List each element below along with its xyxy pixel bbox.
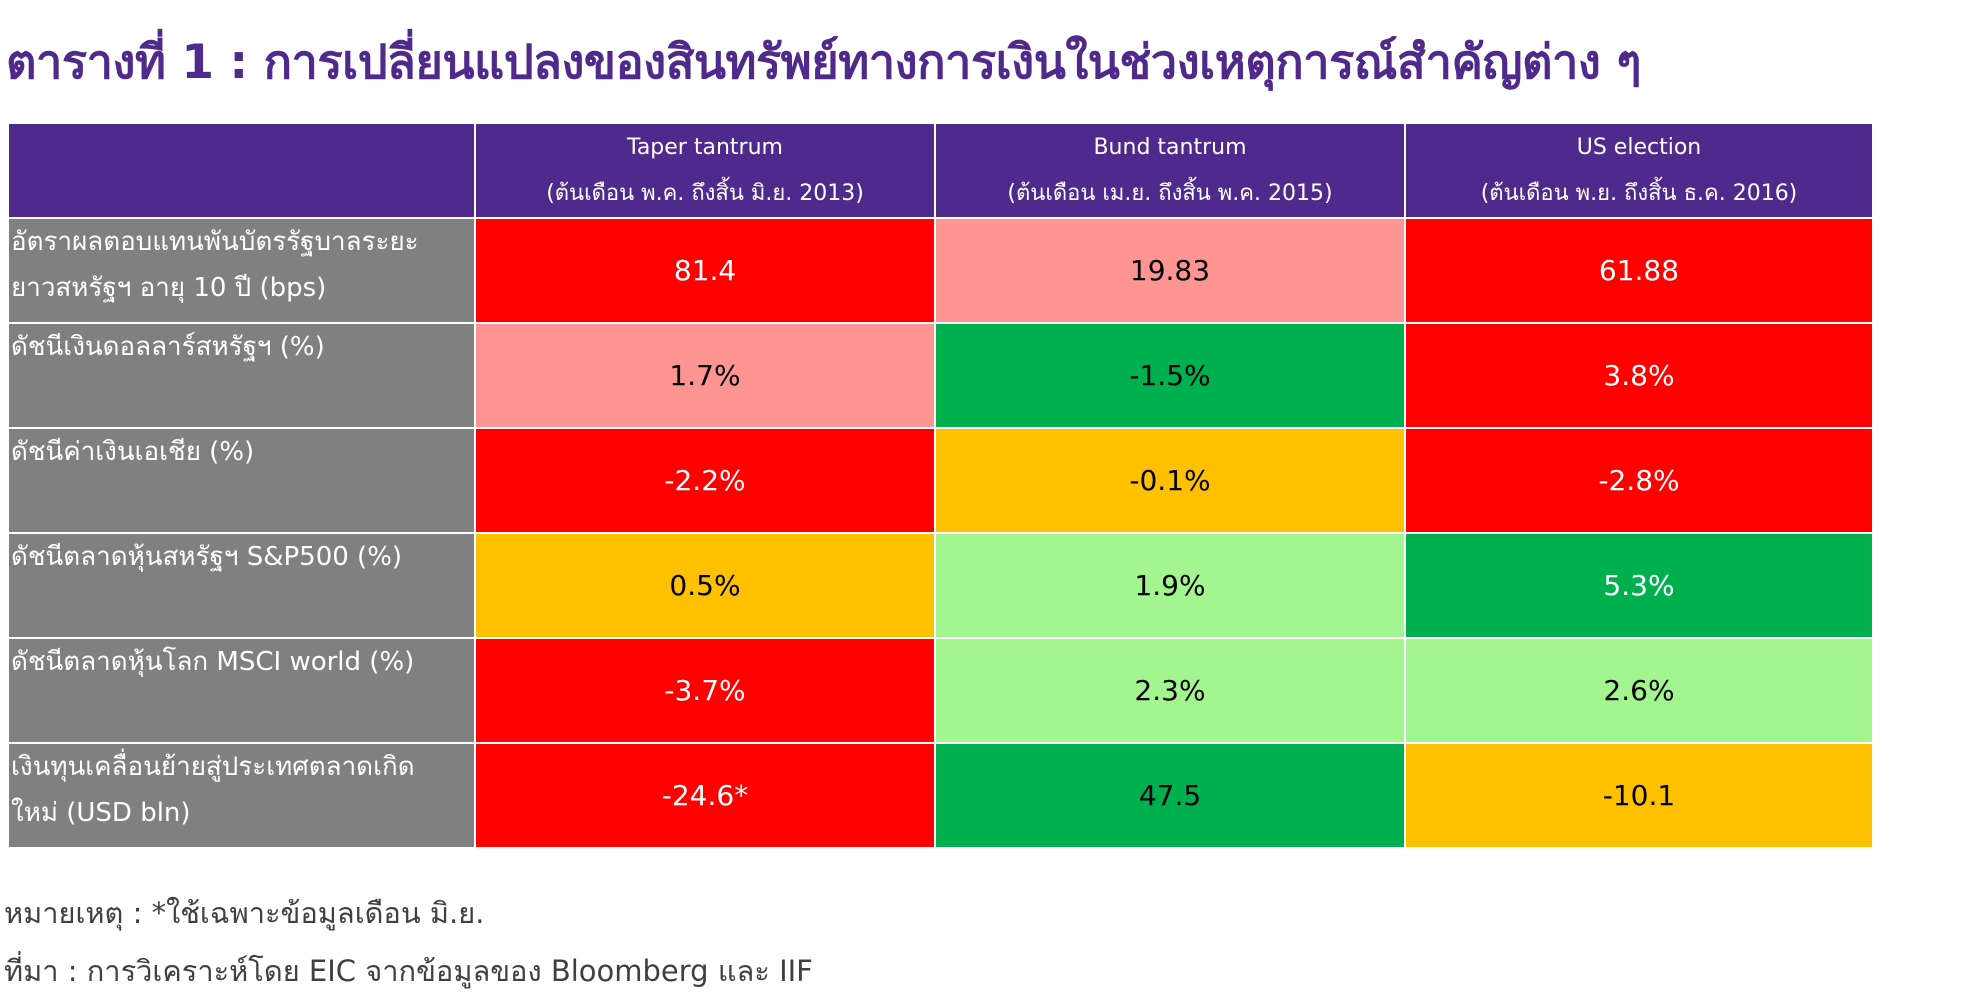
header-us-election: US election (ต้นเดือน พ.ย. ถึงสิ้น ธ.ค. … bbox=[1404, 122, 1874, 219]
row-label-line: เงินทุนเคลื่อนย้ายสู่ประเทศตลาดเกิด bbox=[11, 752, 415, 782]
financial-assets-table: Taper tantrum (ต้นเดือน พ.ค. ถึงสิ้น มิ.… bbox=[7, 122, 1874, 849]
value-cell: -10.1 bbox=[1404, 742, 1874, 849]
value-cell: 0.5% bbox=[474, 532, 936, 639]
row-label: ดัชนีตลาดหุ้นโลก MSCI world (%) bbox=[7, 637, 476, 744]
header-name: US election bbox=[1576, 134, 1702, 160]
header-name: Bund tantrum bbox=[1093, 134, 1247, 160]
table-row: ดัชนีตลาดหุ้นสหรัฐฯ S&P500 (%) 0.5% 1.9%… bbox=[7, 532, 1874, 639]
value-cell: 61.88 bbox=[1404, 217, 1874, 324]
header-period: (ต้นเดือน พ.ค. ถึงสิ้น มิ.ย. 2013) bbox=[546, 180, 864, 206]
value-cell: 5.3% bbox=[1404, 532, 1874, 639]
table-row: อัตราผลตอบแทนพันบัตรรัฐบาลระยะ ยาวสหรัฐฯ… bbox=[7, 217, 1874, 324]
row-label: ดัชนีเงินดอลลาร์สหรัฐฯ (%) bbox=[7, 322, 476, 429]
remark-note: หมายเหตุ : *ใช้เฉพาะข้อมูลเดือน มิ.ย. bbox=[4, 896, 485, 930]
table-row: ดัชนีตลาดหุ้นโลก MSCI world (%) -3.7% 2.… bbox=[7, 637, 1874, 744]
table-row: ดัชนีเงินดอลลาร์สหรัฐฯ (%) 1.7% -1.5% 3.… bbox=[7, 322, 1874, 429]
value-cell: 47.5 bbox=[934, 742, 1406, 849]
row-label: ดัชนีค่าเงินเอเชีย (%) bbox=[7, 427, 476, 534]
row-label: เงินทุนเคลื่อนย้ายสู่ประเทศตลาดเกิด ใหม่… bbox=[7, 742, 476, 849]
table-row: ดัชนีค่าเงินเอเชีย (%) -2.2% -0.1% -2.8% bbox=[7, 427, 1874, 534]
row-label-line: ดัชนีเงินดอลลาร์สหรัฐฯ (%) bbox=[11, 332, 325, 362]
value-cell: 3.8% bbox=[1404, 322, 1874, 429]
source-note: ที่มา : การวิเคราะห์โดย EIC จากข้อมูลของ… bbox=[4, 954, 813, 988]
row-label-line: อัตราผลตอบแทนพันบัตรรัฐบาลระยะ bbox=[11, 227, 419, 257]
header-corner-cell bbox=[7, 122, 476, 219]
header-name: Taper tantrum bbox=[627, 134, 783, 160]
value-cell: -2.8% bbox=[1404, 427, 1874, 534]
header-period: (ต้นเดือน เม.ย. ถึงสิ้น พ.ค. 2015) bbox=[1007, 180, 1333, 206]
value-cell: 2.6% bbox=[1404, 637, 1874, 744]
header-period: (ต้นเดือน พ.ย. ถึงสิ้น ธ.ค. 2016) bbox=[1480, 180, 1798, 206]
value-cell: -0.1% bbox=[934, 427, 1406, 534]
row-label-line: ใหม่ (USD bln) bbox=[11, 798, 191, 828]
value-cell: 2.3% bbox=[934, 637, 1406, 744]
page-title: ตารางที่ 1 : การเปลี่ยนแปลงของสินทรัพย์ท… bbox=[6, 35, 1641, 90]
row-label-line: ดัชนีตลาดหุ้นสหรัฐฯ S&P500 (%) bbox=[11, 542, 403, 572]
value-cell: 19.83 bbox=[934, 217, 1406, 324]
header-taper-tantrum: Taper tantrum (ต้นเดือน พ.ค. ถึงสิ้น มิ.… bbox=[474, 122, 936, 219]
value-cell: 1.7% bbox=[474, 322, 936, 429]
value-cell: -3.7% bbox=[474, 637, 936, 744]
header-bund-tantrum: Bund tantrum (ต้นเดือน เม.ย. ถึงสิ้น พ.ค… bbox=[934, 122, 1406, 219]
table-header-row: Taper tantrum (ต้นเดือน พ.ค. ถึงสิ้น มิ.… bbox=[7, 122, 1874, 219]
value-cell: -24.6* bbox=[474, 742, 936, 849]
value-cell: 1.9% bbox=[934, 532, 1406, 639]
row-label: อัตราผลตอบแทนพันบัตรรัฐบาลระยะ ยาวสหรัฐฯ… bbox=[7, 217, 476, 324]
value-cell: -1.5% bbox=[934, 322, 1406, 429]
value-cell: -2.2% bbox=[474, 427, 936, 534]
table-row: เงินทุนเคลื่อนย้ายสู่ประเทศตลาดเกิด ใหม่… bbox=[7, 742, 1874, 849]
row-label-line: ดัชนีตลาดหุ้นโลก MSCI world (%) bbox=[11, 647, 415, 677]
value-cell: 81.4 bbox=[474, 217, 936, 324]
row-label: ดัชนีตลาดหุ้นสหรัฐฯ S&P500 (%) bbox=[7, 532, 476, 639]
row-label-line: ยาวสหรัฐฯ อายุ 10 ปี (bps) bbox=[11, 273, 327, 303]
row-label-line: ดัชนีค่าเงินเอเชีย (%) bbox=[11, 437, 255, 467]
footnotes: หมายเหตุ : *ใช้เฉพาะข้อมูลเดือน มิ.ย. ที… bbox=[4, 884, 813, 1000]
